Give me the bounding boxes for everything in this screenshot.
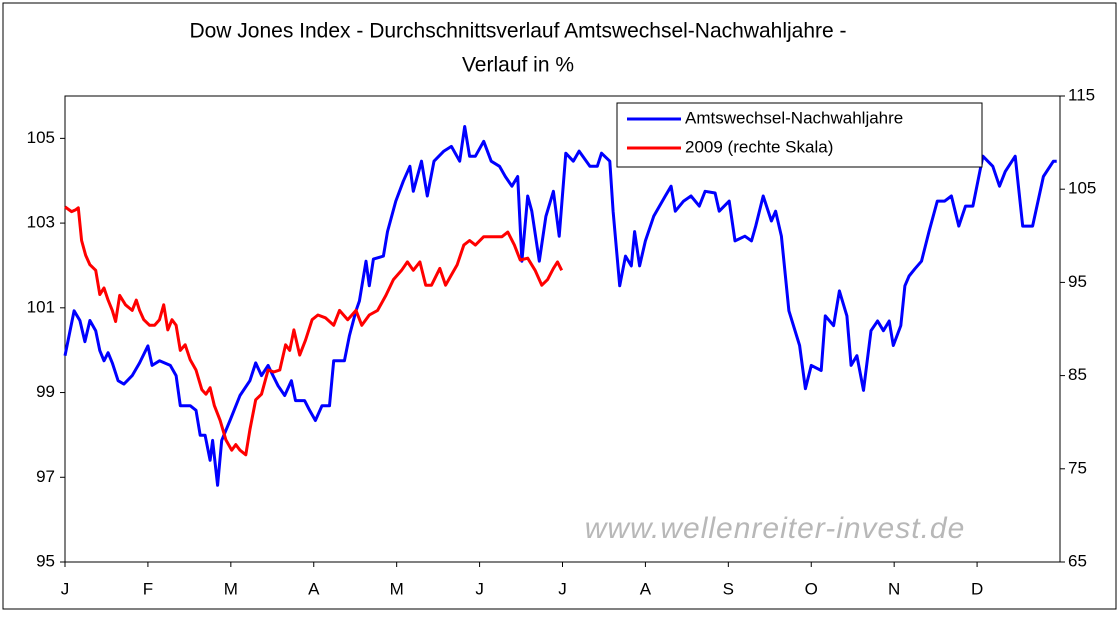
x-tick-label: M [390,579,404,598]
x-tick-label: J [558,579,567,598]
chart-title: Verlauf in % [462,54,574,77]
y-tick-label: 95 [36,551,55,570]
chart-title: Dow Jones Index - Durchschnittsverlauf A… [189,20,846,43]
y2-tick-label: 105 [1068,179,1096,198]
y-tick-label: 103 [27,213,55,232]
x-tick-label: M [224,579,238,598]
x-tick-label: D [971,579,983,598]
x-tick-label: N [888,579,900,598]
legend-label: Amtswechsel-Nachwahljahre [685,108,903,127]
x-tick-label: A [308,579,320,598]
series-line [63,125,1057,487]
y2-tick-label: 65 [1068,551,1087,570]
y2-tick-label: 85 [1068,365,1087,384]
x-tick-label: A [640,579,652,598]
plot-area [64,95,1061,563]
y-tick-label: 101 [27,297,55,316]
y2-tick-label: 75 [1068,458,1087,477]
y2-tick-label: 95 [1068,272,1087,291]
legend-label: 2009 (rechte Skala) [685,137,833,156]
y2-tick-label: 115 [1068,85,1095,104]
watermark: www.wellenreiter-invest.de [585,512,966,545]
x-tick-label: S [723,579,734,598]
series-line [64,205,564,457]
x-tick-label: J [475,579,484,598]
x-tick-label: O [805,579,818,598]
legend-box [616,102,983,168]
x-tick-label: F [143,579,153,598]
x-tick-label: J [61,579,70,598]
y-tick-label: 99 [36,382,55,401]
y-tick-label: 105 [27,128,55,147]
y-tick-label: 97 [36,467,55,486]
